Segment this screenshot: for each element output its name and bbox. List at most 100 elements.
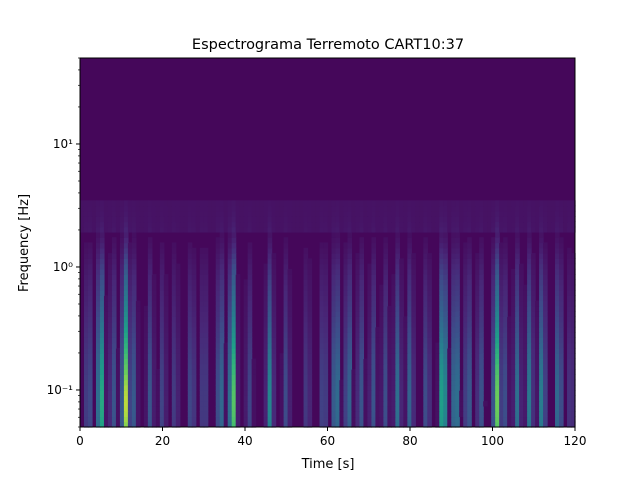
heatmap-cell — [95, 226, 101, 233]
heatmap-cell — [159, 321, 165, 328]
heatmap-cell — [107, 379, 113, 386]
heatmap-cell — [383, 384, 388, 391]
heatmap-cell — [523, 421, 528, 428]
heatmap-cell — [335, 305, 341, 312]
heatmap-cell — [147, 295, 153, 302]
heatmap-cell — [475, 274, 480, 280]
heatmap-cell — [347, 421, 353, 428]
heatmap-cell — [123, 231, 129, 238]
heatmap-cell — [123, 363, 129, 370]
heatmap-cell — [235, 300, 241, 307]
heatmap-cell — [175, 342, 181, 349]
heatmap-cell — [107, 400, 113, 407]
heatmap-cell — [335, 326, 341, 333]
heatmap-cell — [559, 363, 564, 370]
heatmap-cell — [527, 253, 532, 259]
heatmap-cell — [119, 231, 125, 238]
heatmap-cell — [427, 400, 432, 407]
heatmap-cell — [527, 374, 532, 381]
heatmap-cell — [307, 263, 313, 270]
heatmap-cell — [147, 253, 153, 259]
heatmap-cell — [451, 395, 456, 402]
heatmap-cell — [107, 374, 113, 381]
heatmap-cell — [515, 258, 520, 265]
heatmap-cell — [535, 316, 540, 323]
heatmap-cell — [271, 289, 277, 296]
heatmap-cell — [195, 221, 201, 228]
heatmap-cell — [159, 342, 165, 349]
heatmap-cell — [571, 300, 576, 307]
heatmap-cell — [439, 221, 444, 228]
heatmap-cell — [499, 363, 504, 370]
heatmap-cell — [523, 400, 528, 407]
heatmap-cell — [83, 305, 89, 312]
heatmap-cell — [339, 216, 345, 223]
heatmap-cell — [383, 221, 388, 228]
heatmap-cell — [543, 347, 548, 354]
heatmap-cell — [475, 268, 480, 275]
heatmap-cell — [395, 205, 400, 212]
heatmap-cell — [115, 358, 121, 365]
heatmap-cell — [339, 384, 345, 391]
heatmap-cell — [263, 311, 269, 317]
heatmap-cell — [267, 263, 273, 270]
heatmap-cell — [143, 395, 149, 402]
heatmap-cell — [223, 216, 229, 223]
heatmap-cell — [399, 395, 404, 402]
heatmap-cell — [247, 311, 253, 317]
heatmap-cell — [127, 416, 133, 423]
heatmap-cell — [519, 279, 524, 286]
heatmap-cell — [395, 279, 400, 286]
heatmap-cell — [215, 379, 221, 386]
heatmap-cell — [407, 390, 412, 396]
heatmap-cell — [539, 311, 544, 317]
heatmap-cell — [331, 305, 337, 312]
heatmap-cell — [451, 369, 456, 375]
heatmap-cell — [355, 405, 361, 412]
heatmap-cell — [215, 337, 221, 344]
heatmap-cell — [331, 395, 337, 402]
heatmap-cell — [271, 421, 277, 428]
heatmap-cell — [539, 416, 544, 423]
heatmap-cell — [251, 390, 257, 396]
heatmap-cell — [147, 390, 153, 396]
heatmap-cell — [239, 226, 245, 233]
heatmap-cell — [343, 353, 349, 360]
heatmap-cell — [271, 337, 277, 344]
heatmap-cell — [263, 279, 269, 286]
heatmap-cell — [467, 321, 472, 328]
heatmap-cell — [531, 200, 536, 207]
heatmap-cell — [527, 279, 532, 286]
heatmap-cell — [331, 374, 337, 381]
heatmap-cell — [219, 421, 225, 428]
heatmap-cell — [343, 242, 349, 249]
heatmap-cell — [443, 226, 448, 233]
heatmap-cell — [267, 279, 273, 286]
heatmap-cell — [103, 321, 109, 328]
heatmap-cell — [435, 384, 440, 391]
heatmap-cell — [439, 289, 444, 296]
heatmap-cell — [447, 400, 452, 407]
heatmap-cell — [147, 258, 153, 265]
heatmap-cell — [523, 305, 528, 312]
heatmap-cell — [519, 300, 524, 307]
heatmap-cell — [271, 405, 277, 412]
heatmap-cell — [507, 200, 512, 207]
heatmap-cell — [367, 226, 373, 233]
heatmap-cell — [187, 295, 193, 302]
heatmap-cell — [223, 374, 229, 381]
heatmap-cell — [495, 216, 500, 223]
heatmap-cell — [119, 258, 125, 265]
heatmap-cell — [299, 205, 305, 212]
heatmap-cell — [359, 411, 365, 418]
heatmap-cell — [151, 210, 157, 217]
heatmap-cell — [499, 316, 504, 323]
heatmap-cell — [555, 321, 560, 328]
heatmap-cell — [111, 237, 117, 244]
heatmap-cell — [451, 311, 456, 317]
heatmap-cell — [515, 337, 520, 344]
heatmap-cell — [555, 363, 560, 370]
heatmap-cell — [539, 274, 544, 280]
heatmap-cell — [375, 390, 380, 396]
heatmap-cell — [411, 279, 416, 286]
